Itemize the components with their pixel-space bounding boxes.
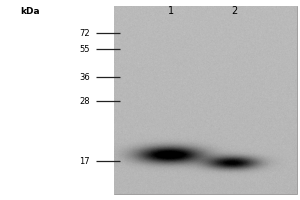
Text: 36: 36 [79, 72, 90, 82]
Text: 2: 2 [231, 6, 237, 16]
Text: 28: 28 [80, 97, 90, 106]
Text: 1: 1 [168, 6, 174, 16]
Text: kDa: kDa [20, 6, 40, 16]
Text: 72: 72 [80, 28, 90, 38]
Text: 55: 55 [80, 45, 90, 53]
Text: 17: 17 [80, 156, 90, 166]
Bar [114, 6, 297, 194]
